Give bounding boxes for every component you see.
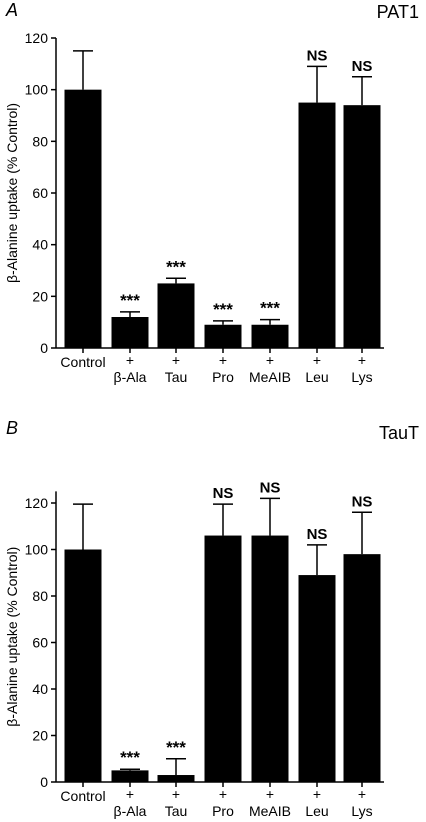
significance-label: NS bbox=[307, 526, 328, 543]
category-label: Pro bbox=[212, 803, 234, 819]
significance-label: NS bbox=[352, 58, 373, 75]
y-tick-label: 0 bbox=[40, 774, 48, 790]
bar bbox=[64, 549, 102, 782]
bar bbox=[64, 89, 102, 349]
y-tick-label: 100 bbox=[25, 82, 49, 98]
y-tick-label: 40 bbox=[32, 237, 48, 253]
bar bbox=[343, 105, 381, 349]
category-prefix: + bbox=[219, 352, 227, 368]
bar bbox=[298, 102, 336, 348]
chart-title: TauT bbox=[379, 423, 419, 443]
category-label: Pro bbox=[212, 369, 234, 385]
significance-label: *** bbox=[120, 291, 140, 310]
category-prefix: + bbox=[358, 352, 366, 368]
bar bbox=[343, 554, 381, 782]
significance-label: NS bbox=[352, 493, 373, 510]
panel-letter: A bbox=[5, 0, 18, 20]
category-prefix: + bbox=[126, 352, 134, 368]
bar bbox=[111, 317, 149, 348]
category-prefix: + bbox=[172, 352, 180, 368]
category-label: Leu bbox=[305, 803, 328, 819]
category-prefix: + bbox=[266, 786, 274, 802]
significance-label: NS bbox=[213, 485, 234, 502]
category-prefix: + bbox=[313, 352, 321, 368]
category-prefix: + bbox=[358, 786, 366, 802]
significance-label: *** bbox=[120, 748, 140, 767]
y-tick-label: 80 bbox=[32, 588, 48, 604]
bar bbox=[157, 283, 195, 348]
bar bbox=[251, 535, 289, 782]
bar bbox=[251, 324, 289, 348]
category-label: Leu bbox=[305, 369, 328, 385]
y-tick-label: 40 bbox=[32, 681, 48, 697]
category-label: Tau bbox=[165, 803, 188, 819]
y-tick-label: 20 bbox=[32, 288, 48, 304]
category-label: Control bbox=[60, 354, 105, 370]
y-tick-label: 60 bbox=[32, 185, 48, 201]
y-tick-label: 60 bbox=[32, 635, 48, 651]
category-prefix: + bbox=[219, 786, 227, 802]
y-tick-label: 100 bbox=[25, 542, 49, 558]
category-label: β-Ala bbox=[114, 369, 147, 385]
y-tick-label: 80 bbox=[32, 133, 48, 149]
significance-label: *** bbox=[166, 257, 186, 276]
panel-a: A PAT1 β-Alanine uptake (% Control) 0 20 40 60… bbox=[4, 0, 419, 385]
panel-letter: B bbox=[6, 418, 18, 438]
y-tick-label: 0 bbox=[40, 340, 48, 356]
category-label: Lys bbox=[351, 803, 372, 819]
panel-b: B TauT β-Alanine uptake (% Control) 0 20 40 60… bbox=[4, 418, 419, 819]
significance-label: NS bbox=[260, 479, 281, 496]
category-prefix: + bbox=[266, 352, 274, 368]
significance-label: NS bbox=[307, 47, 328, 64]
bar bbox=[157, 775, 195, 782]
category-label: MeAIB bbox=[249, 369, 291, 385]
y-axis-label: β-Alanine uptake (% Control) bbox=[4, 547, 20, 727]
category-prefix: + bbox=[313, 786, 321, 802]
bar bbox=[204, 535, 242, 782]
significance-label: *** bbox=[213, 300, 233, 319]
chart-title: PAT1 bbox=[377, 2, 419, 22]
y-tick-label: 120 bbox=[25, 30, 49, 46]
category-label: β-Ala bbox=[114, 803, 147, 819]
category-prefix: + bbox=[172, 786, 180, 802]
bar bbox=[111, 770, 149, 782]
category-label: Tau bbox=[165, 369, 188, 385]
category-label: MeAIB bbox=[249, 803, 291, 819]
bar bbox=[298, 575, 336, 782]
significance-label: *** bbox=[166, 738, 186, 757]
category-label: Lys bbox=[351, 369, 372, 385]
category-label: Control bbox=[60, 788, 105, 804]
y-axis-label: β-Alanine uptake (% Control) bbox=[4, 103, 20, 283]
bar bbox=[204, 324, 242, 348]
y-tick-label: 120 bbox=[25, 495, 49, 511]
category-prefix: + bbox=[126, 786, 134, 802]
y-tick-label: 20 bbox=[32, 728, 48, 744]
significance-label: *** bbox=[260, 299, 280, 318]
